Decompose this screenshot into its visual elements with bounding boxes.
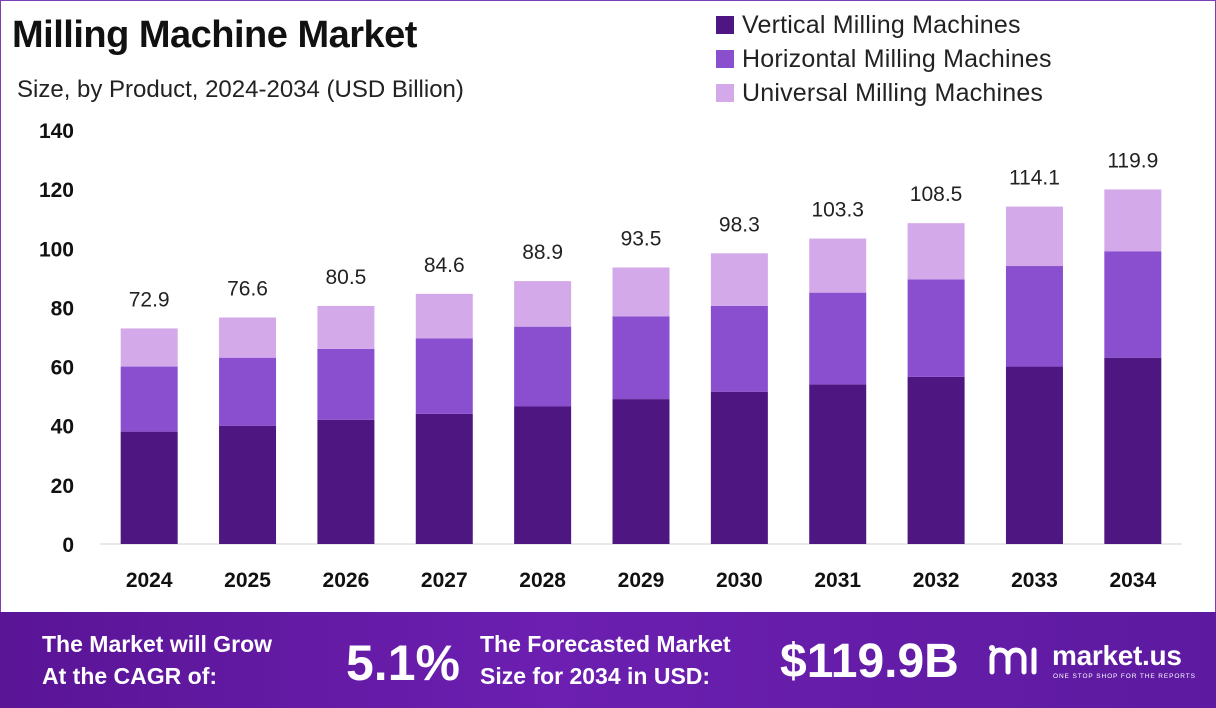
bar-total-label: 108.5 [910,183,963,206]
bar-segment [120,431,178,544]
y-tick-label: 20 [51,475,74,498]
legend: Vertical Milling Machines Horizontal Mil… [716,8,1052,110]
bar-segment [514,326,572,407]
bar-segment [710,305,768,392]
bar-segment [809,384,867,544]
chart-subtitle: Size, by Product, 2024-2034 (USD Billion… [17,76,464,103]
legend-swatch-horizontal [716,50,734,68]
bar-segment [612,267,670,317]
x-tick-label: 2032 [913,569,960,592]
legend-swatch-vertical [716,16,734,34]
cagr-label-line1: The Market will Grow [42,631,273,657]
forecast-value: $119.9B [780,635,959,688]
bar-segment [809,292,867,385]
chart-title: Milling Machine Market [12,14,417,56]
bar-segment [1005,266,1063,367]
bar-total-label: 80.5 [325,266,366,289]
x-tick-label: 2031 [814,569,861,592]
legend-item-horizontal: Horizontal Milling Machines [716,42,1052,76]
footer-banner: The Market will Grow At the CAGR of: 5.1… [0,612,1216,708]
bar-segment [219,425,277,544]
bar-total-label: 72.9 [129,288,170,311]
bar-segment [809,238,867,293]
bar-total-label: 76.6 [227,277,268,300]
logo-tagline: ONE STOP SHOP FOR THE REPORTS [1053,673,1196,680]
x-tick-label: 2030 [716,569,763,592]
bar-total-label: 88.9 [522,241,563,264]
bar-total-label: 119.9 [1107,149,1158,172]
y-tick-label: 100 [39,238,74,261]
y-tick-label: 0 [62,534,74,557]
bar-segment [612,399,670,544]
cagr-label: The Market will Grow At the CAGR of: [42,628,272,692]
cagr-value: 5.1% [346,635,460,691]
x-tick-label: 2026 [323,569,370,592]
bar-segment [514,406,572,544]
bar-segment [1005,366,1063,544]
x-tick-label: 2034 [1109,569,1156,592]
forecast-label-line2: Size for 2034 in USD: [480,663,711,689]
bar-segment [907,279,965,377]
market-us-logo-icon [989,645,1037,675]
bar-total-label: 93.5 [621,228,662,251]
y-tick-label: 140 [39,120,74,143]
x-tick-label: 2033 [1011,569,1058,592]
logo-text: market.us [1052,640,1182,671]
bar-total-label: 84.6 [424,254,465,277]
bar-segment [415,338,473,414]
bar-segment [317,419,375,544]
bar-segment [120,366,178,432]
bar-segment [219,317,277,358]
bar-segment [907,376,965,544]
bar-segment [710,253,768,306]
x-tick-label: 2024 [126,569,173,592]
legend-item-universal: Universal Milling Machines [716,76,1052,110]
bar-segment [415,413,473,544]
y-tick-label: 80 [51,297,74,320]
legend-label-universal: Universal Milling Machines [742,78,1044,107]
x-tick-label: 2025 [224,569,271,592]
legend-swatch-universal [716,84,734,102]
forecast-label-line1: The Forecasted Market [480,631,731,657]
bar-segment [219,357,277,426]
legend-item-vertical: Vertical Milling Machines [716,8,1052,42]
x-tick-label: 2027 [421,569,468,592]
bar-segment [907,223,965,280]
bar-total-label: 103.3 [811,199,864,222]
bar-segment [514,281,572,327]
bar-segment [317,305,375,349]
y-tick-label: 40 [51,416,74,439]
y-tick-label: 120 [39,179,74,202]
bar-segment [120,328,178,367]
forecast-label: The Forecasted Market Size for 2034 in U… [480,628,731,692]
bar-segment [317,348,375,420]
legend-label-vertical: Vertical Milling Machines [742,10,1021,39]
bar-segment [1104,189,1162,252]
bar-segment [612,316,670,400]
bar-segment [1005,206,1063,267]
x-tick-label: 2028 [519,569,566,592]
bar-segment [1104,251,1162,358]
y-tick-label: 60 [51,357,74,380]
bar-segment [710,391,768,544]
stacked-bar-chart: 0 20 40 60 80 100 120 140 72.9 2024 76.6 2025 80.5 20… [39,120,1182,592]
bar-total-label: 114.1 [1009,167,1060,190]
cagr-label-line2: At the CAGR of: [42,663,218,689]
x-tick-label: 2029 [618,569,665,592]
legend-label-horizontal: Horizontal Milling Machines [742,44,1052,73]
bar-segment [415,293,473,339]
bar-segment [1104,357,1162,544]
bar-total-label: 98.3 [719,213,760,236]
